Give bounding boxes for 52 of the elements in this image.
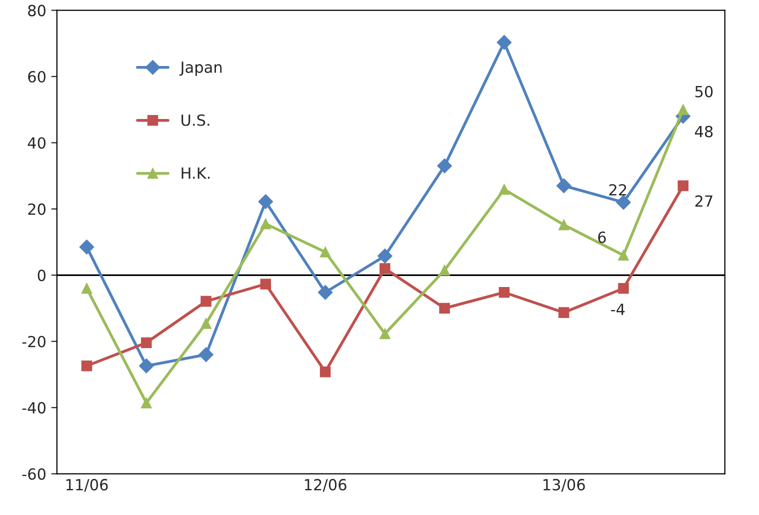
point [558,219,570,230]
x-tick-label: 12/06 [304,478,346,492]
point [258,194,274,210]
y-tick-label: -20 [22,336,46,348]
point [437,158,452,174]
point [380,263,390,274]
point [318,284,333,300]
legend-label: H.K. [182,168,210,179]
point [498,184,510,195]
x-tick-label: 13/06 [543,478,585,492]
y-tick-label: 80 [28,4,46,16]
point [380,328,390,340]
point [260,278,272,290]
data-label: 50 [695,86,713,98]
point [616,194,631,210]
x-tick-label: 11/06 [66,478,108,492]
point [556,178,572,194]
legend-label: U.S. [182,114,210,126]
point [141,398,152,408]
point [378,248,392,264]
point [618,283,629,294]
y-tick-label: 60 [28,70,46,83]
data-label: 48 [694,126,713,138]
point [198,347,214,362]
point [558,307,570,318]
point [81,360,92,372]
point [138,358,154,374]
point [320,366,331,378]
data-label: 22 [609,184,626,196]
point [260,218,272,230]
point [141,337,152,348]
point [496,35,512,50]
point [439,264,450,276]
data-label: 27 [695,195,712,207]
point [678,104,688,116]
y-tick-label: -60 [22,468,46,480]
point [618,250,629,261]
point [200,296,212,307]
point [439,302,450,314]
point [81,283,92,294]
legend-label: Japan [179,62,222,76]
point [200,318,212,329]
y-tick-label: 20 [28,203,46,215]
point [79,240,94,254]
point [678,180,688,192]
y-tick-label: 40 [28,137,46,149]
point [498,286,510,298]
point [320,246,331,258]
y-tick-label: 0 [38,270,46,282]
y-tick-label: -40 [22,402,46,414]
data-label: 6 [598,232,606,244]
data-label: -4 [611,304,625,315]
